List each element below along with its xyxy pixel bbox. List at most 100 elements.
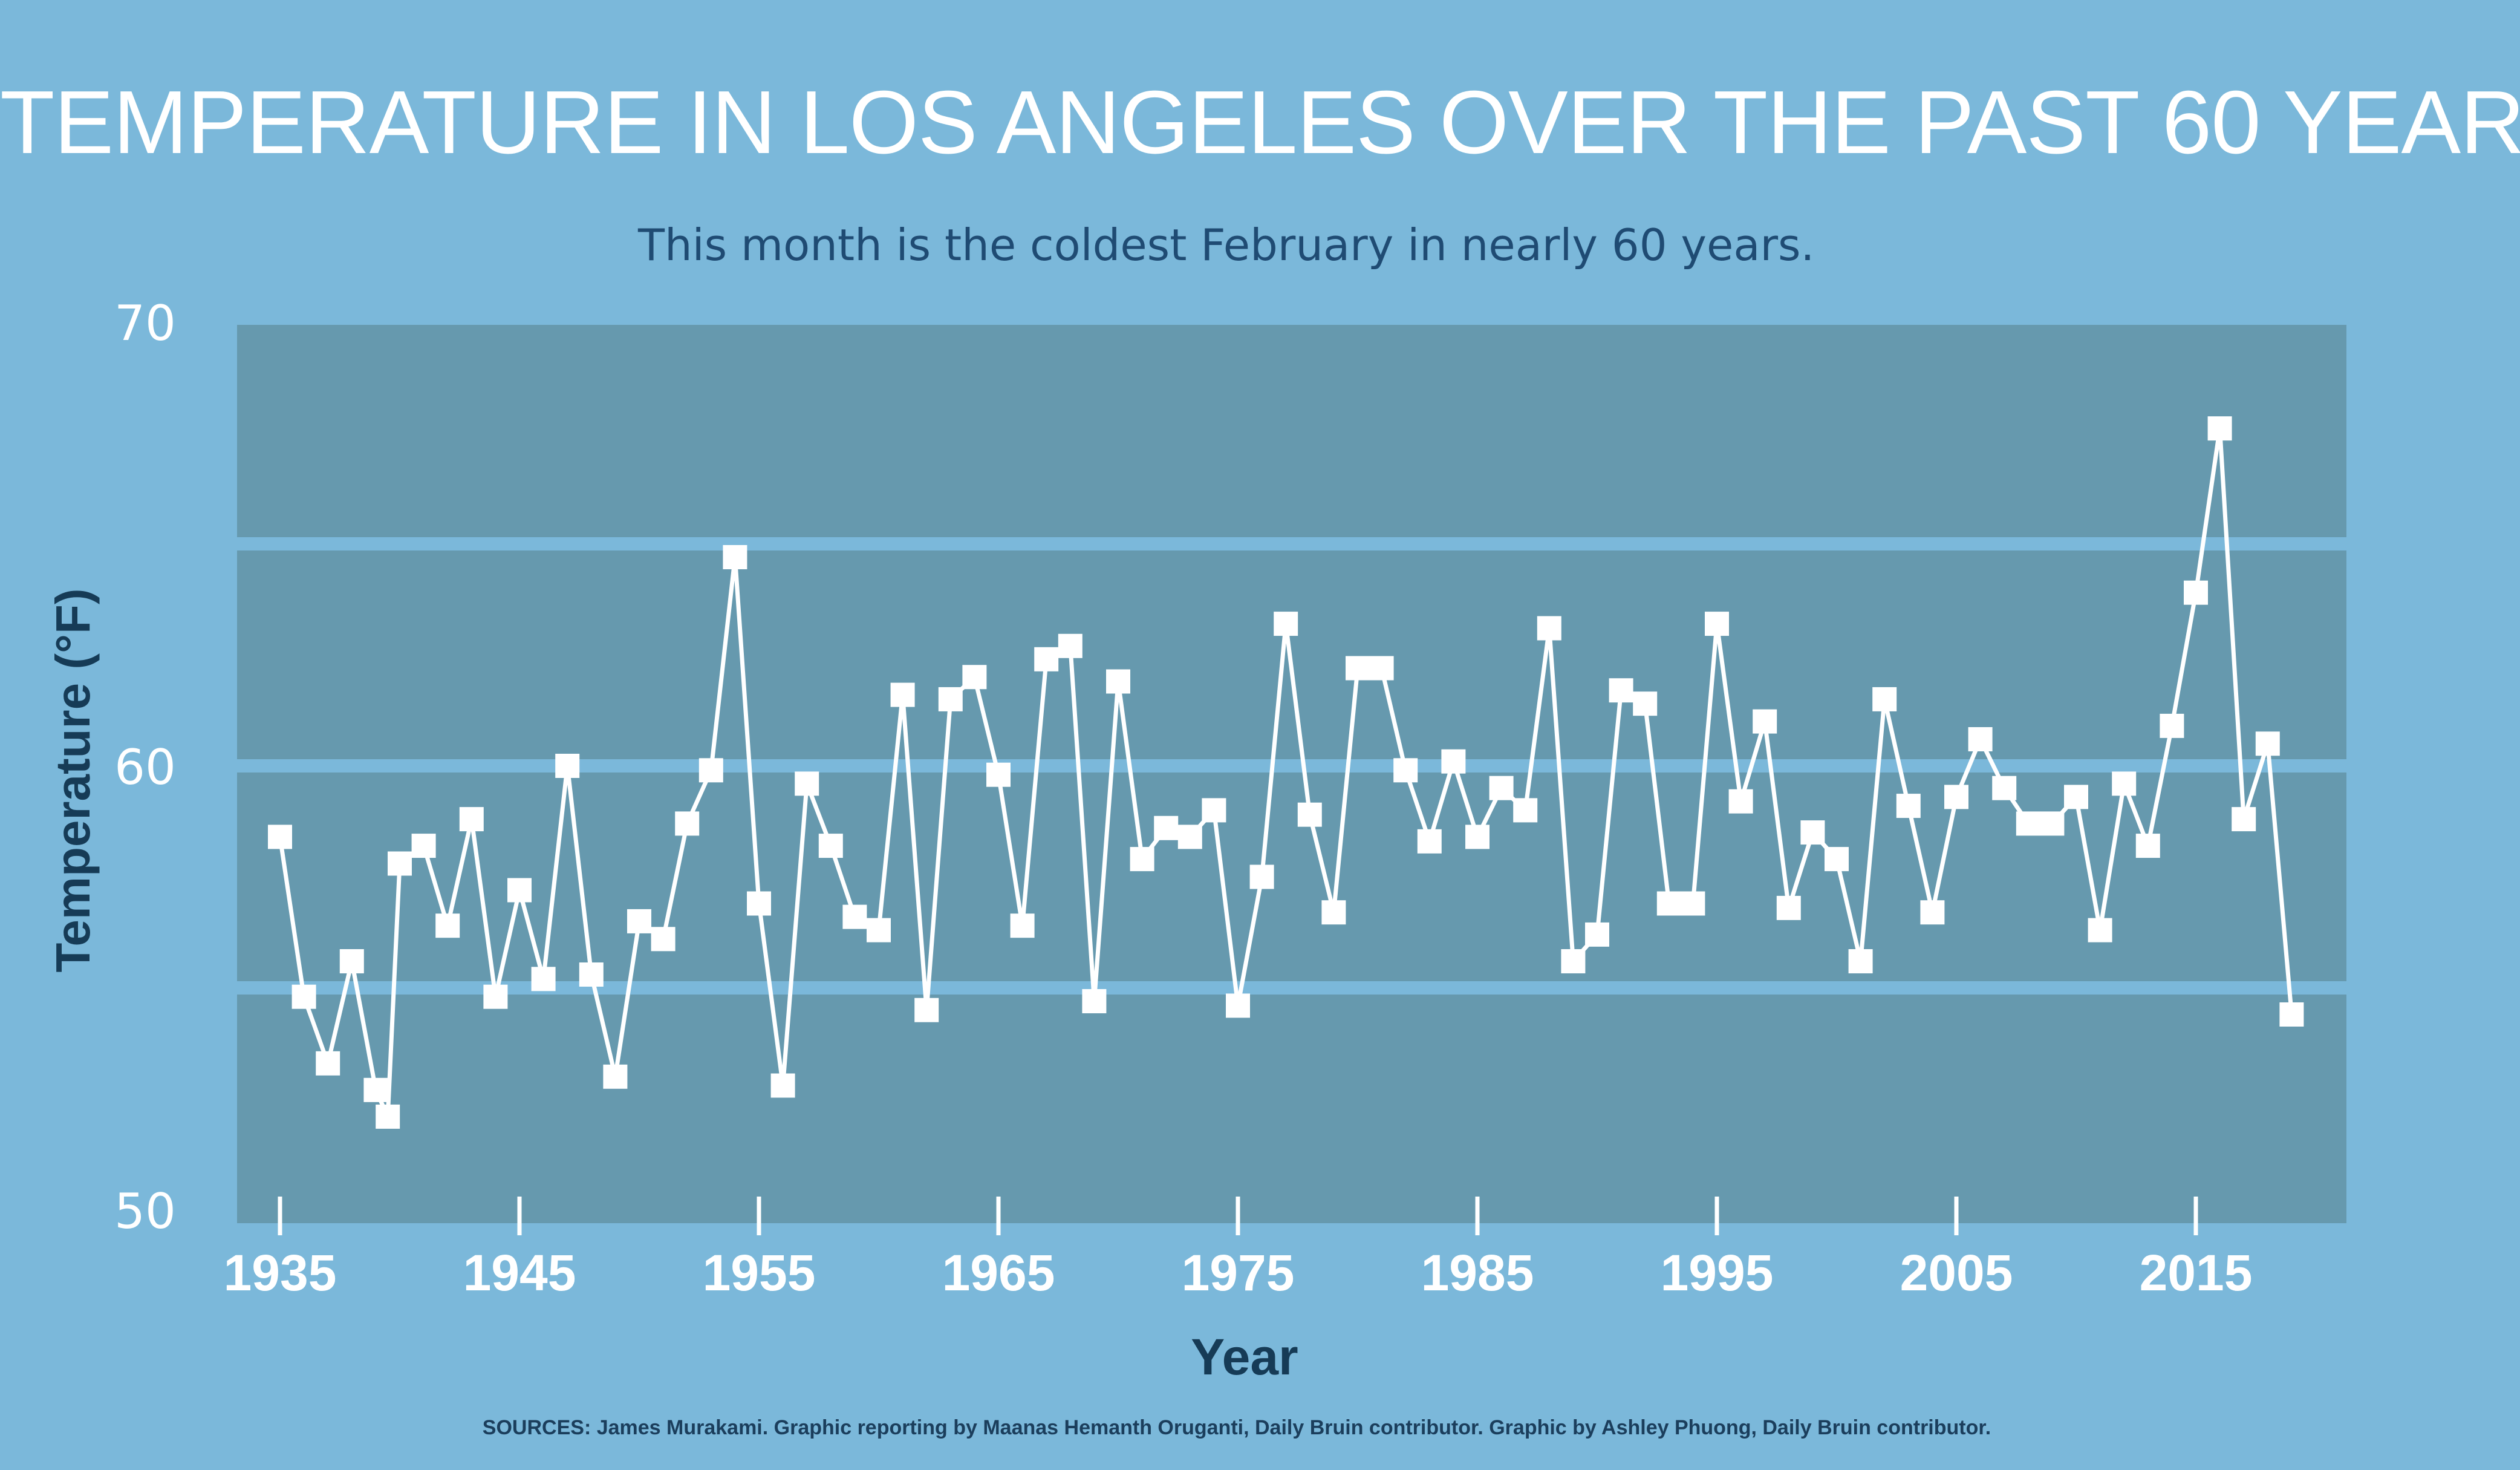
data-point-12 (531, 967, 556, 991)
data-point-32 (1010, 913, 1035, 938)
data-point-33 (1034, 647, 1059, 671)
data-point-8 (435, 913, 460, 938)
data-point-83 (2232, 807, 2256, 832)
data-point-4 (363, 1077, 388, 1102)
x-axis-label: Year (1191, 1328, 1298, 1385)
data-point-6 (388, 851, 412, 876)
data-point-36 (1106, 669, 1130, 694)
chart-title: TEMPERATURE IN LOS ANGELES OVER THE PAST… (0, 73, 2520, 172)
data-point-22 (770, 1073, 795, 1098)
data-point-72 (1968, 727, 1993, 751)
data-point-48 (1393, 758, 1418, 783)
data-point-1 (291, 984, 316, 1009)
data-point-65 (1800, 820, 1825, 845)
data-point-76 (2064, 785, 2088, 809)
data-point-21 (747, 891, 771, 916)
grid-line-60 (237, 759, 2346, 773)
data-point-40 (1202, 798, 1226, 823)
x-tick-label-1995: 1995 (1661, 1244, 1774, 1301)
data-point-78 (2112, 771, 2137, 796)
data-point-28 (914, 998, 939, 1022)
data-point-85 (2279, 1002, 2304, 1027)
data-point-44 (1297, 802, 1322, 827)
data-point-29 (938, 687, 963, 711)
x-axis-tick-labels: 1935 1945 1955 1965 1975 1985 1995 2005 2015 (224, 1244, 2253, 1301)
data-point-41 (1226, 993, 1250, 1018)
data-point-52 (1489, 776, 1514, 800)
data-point-10 (483, 984, 508, 1009)
plot-area (237, 325, 2346, 1223)
data-point-82 (2207, 416, 2232, 441)
data-point-19 (698, 758, 723, 783)
data-point-67 (1848, 949, 1873, 973)
data-point-45 (1321, 900, 1346, 925)
data-point-9 (459, 807, 484, 832)
y-tick-label-70: 70 (114, 295, 176, 351)
data-point-80 (2160, 713, 2184, 738)
data-point-15 (603, 1064, 628, 1089)
data-point-42 (1249, 864, 1274, 889)
data-point-18 (675, 811, 700, 836)
data-point-47 (1369, 656, 1394, 681)
x-axis-ticks (278, 1197, 2198, 1235)
data-point-71 (1944, 785, 1968, 809)
data-point-25 (842, 904, 867, 929)
x-tick-label-2005: 2005 (1900, 1244, 2013, 1301)
data-point-55 (1561, 949, 1586, 973)
y-axis-label: Temperature (°F) (46, 588, 100, 972)
data-point-64 (1776, 895, 1801, 920)
data-point-35 (1082, 989, 1107, 1013)
data-point-62 (1728, 789, 1753, 814)
data-point-14 (579, 962, 604, 987)
data-point-11 (507, 878, 532, 903)
data-point-56 (1585, 922, 1609, 947)
data-point-60 (1681, 891, 1705, 916)
data-point-49 (1417, 829, 1442, 854)
data-point-16 (627, 909, 651, 933)
data-point-39 (1177, 825, 1202, 849)
data-point-24 (818, 834, 843, 858)
y-tick-label-60: 60 (114, 739, 176, 795)
data-point-54 (1537, 616, 1561, 641)
data-point-17 (651, 927, 676, 952)
temperature-data-points (268, 416, 2304, 1129)
data-point-43 (1274, 612, 1298, 636)
x-tick-label-1935: 1935 (224, 1244, 337, 1301)
chart-subtitle: This month is the coldest February in ne… (638, 220, 1815, 270)
data-point-2 (316, 1051, 340, 1076)
data-point-51 (1465, 825, 1490, 849)
data-point-27 (890, 682, 915, 707)
data-point-5 (376, 1104, 400, 1129)
grid-lines (237, 537, 2346, 995)
data-point-31 (986, 762, 1011, 787)
x-tick-label-1965: 1965 (942, 1244, 1055, 1301)
data-point-69 (1896, 794, 1921, 818)
data-point-20 (723, 545, 747, 569)
data-point-58 (1633, 691, 1658, 716)
data-point-66 (1825, 847, 1849, 872)
y-axis-tick-labels: 50 60 70 (114, 295, 176, 1240)
data-point-50 (1441, 749, 1466, 774)
data-point-3 (339, 949, 364, 973)
data-point-73 (1992, 776, 2017, 800)
data-point-75 (2040, 811, 2065, 836)
temperature-series-line (278, 426, 2294, 1119)
data-point-37 (1130, 847, 1154, 872)
data-point-13 (555, 754, 580, 778)
data-point-7 (411, 834, 436, 858)
x-tick-label-1945: 1945 (463, 1244, 576, 1301)
data-point-68 (1872, 687, 1897, 711)
data-point-79 (2135, 834, 2160, 858)
data-point-57 (1609, 678, 1633, 703)
data-point-38 (1154, 815, 1179, 840)
y-tick-label-50: 50 (114, 1183, 176, 1240)
data-point-23 (795, 771, 819, 796)
data-point-53 (1513, 798, 1538, 823)
x-tick-label-1975: 1975 (1182, 1244, 1295, 1301)
data-point-34 (1058, 633, 1083, 658)
data-point-70 (1920, 900, 1945, 925)
data-point-61 (1705, 612, 1729, 636)
grid-line-65 (237, 537, 2346, 550)
